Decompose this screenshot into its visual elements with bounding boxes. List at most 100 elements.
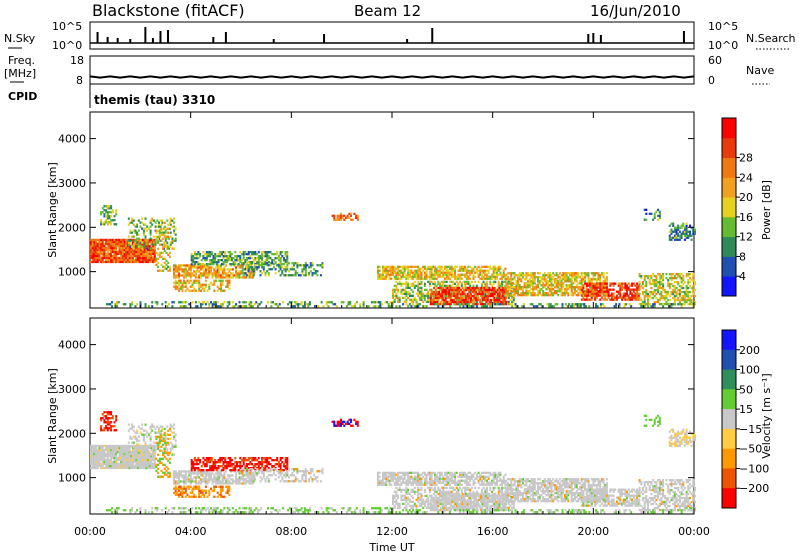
power-cell [209, 263, 212, 266]
power-cell [267, 255, 270, 258]
velocity-cell [169, 437, 172, 440]
power-cell [575, 280, 578, 283]
power-cell [454, 277, 457, 280]
power-cell [105, 246, 108, 250]
power-cell [652, 305, 655, 308]
power-cell [585, 286, 588, 289]
power-cell [530, 276, 533, 279]
power-cell [657, 214, 660, 217]
power-cell [570, 274, 573, 277]
power-cell [503, 292, 506, 296]
power-cell [405, 303, 408, 306]
velocity-cell [129, 435, 132, 438]
power-cell [525, 272, 528, 275]
power-cell [193, 264, 196, 267]
velocity-cell [120, 456, 123, 460]
power-cell [355, 214, 358, 217]
power-cell [471, 300, 474, 304]
power-cell [630, 305, 633, 308]
power-cell [670, 273, 673, 276]
power-cell [387, 265, 389, 268]
power-cell [652, 218, 655, 221]
power-cell [362, 301, 365, 304]
power-cell [251, 305, 254, 308]
power-cell [138, 250, 141, 254]
power-cell [493, 288, 496, 292]
power-cell [520, 294, 523, 297]
velocity-cell [160, 469, 163, 472]
power-cell [127, 239, 130, 242]
velocity-cell [118, 458, 121, 462]
power-cell [672, 288, 675, 292]
power-cell [447, 277, 450, 280]
velocity-cell [158, 441, 161, 444]
power-cell [215, 301, 217, 304]
power-cell [590, 288, 593, 291]
power-cell [216, 270, 219, 273]
power-cell [480, 273, 483, 276]
noise-left-tick-bottom: 10^0 [52, 39, 82, 52]
power-cell [579, 305, 582, 308]
power-cell [596, 305, 599, 308]
power-cell [118, 238, 121, 242]
power-cell [507, 296, 510, 299]
power-cell [242, 272, 245, 275]
power-cell [543, 272, 546, 275]
power-cell [181, 283, 184, 286]
velocity-cell [173, 476, 175, 479]
power-cell [675, 281, 678, 284]
power-cell [503, 300, 506, 304]
cpid-label: CPID [8, 90, 37, 103]
power-cell [151, 301, 154, 304]
power-cell [582, 294, 585, 297]
power-cell [430, 280, 433, 283]
power-cell [528, 280, 531, 283]
power-cell [543, 292, 546, 295]
velocity-cell [178, 474, 181, 477]
power-cell [229, 259, 232, 262]
date-title: 16/Jun/2010 [590, 2, 681, 20]
power-cell [150, 260, 153, 264]
power-cell [218, 266, 221, 269]
power-cell [96, 252, 99, 256]
power-cell [537, 284, 540, 287]
power-cell [677, 234, 680, 237]
power-cell [538, 303, 540, 306]
power-cell [594, 288, 597, 291]
power-cell [131, 256, 134, 260]
power-cell [560, 280, 563, 283]
power-cell [158, 243, 161, 246]
power-cell [643, 290, 646, 294]
power-cell [425, 294, 428, 297]
power-cell [474, 271, 477, 274]
power-cell [148, 244, 151, 248]
power-cell [246, 259, 248, 262]
power-cell [439, 288, 441, 291]
power-cell [445, 271, 448, 274]
velocity-cell [183, 470, 186, 473]
velocity-cell [147, 466, 149, 470]
power-cell [454, 265, 457, 268]
velocity-cell [95, 444, 97, 448]
power-cell [413, 275, 416, 278]
power-cell [284, 268, 287, 271]
velocity-cell [121, 448, 124, 452]
velocity-cell [167, 433, 170, 436]
velocity-cell [128, 454, 131, 458]
velocity-cell [101, 448, 104, 452]
power-cell [553, 286, 556, 289]
power-cell [417, 273, 420, 276]
power-cell [378, 277, 381, 280]
power-cell [465, 303, 468, 306]
power-cell [602, 272, 605, 275]
power-cell [242, 257, 245, 260]
power-cell [585, 292, 588, 295]
velocity-cell [95, 456, 97, 460]
power-cell [281, 270, 284, 273]
velocity-cell [171, 431, 174, 434]
power-cell [161, 221, 164, 224]
power-cell [392, 288, 394, 291]
power-cell [575, 284, 578, 287]
power-cell [423, 277, 426, 280]
power-cell [520, 286, 523, 289]
